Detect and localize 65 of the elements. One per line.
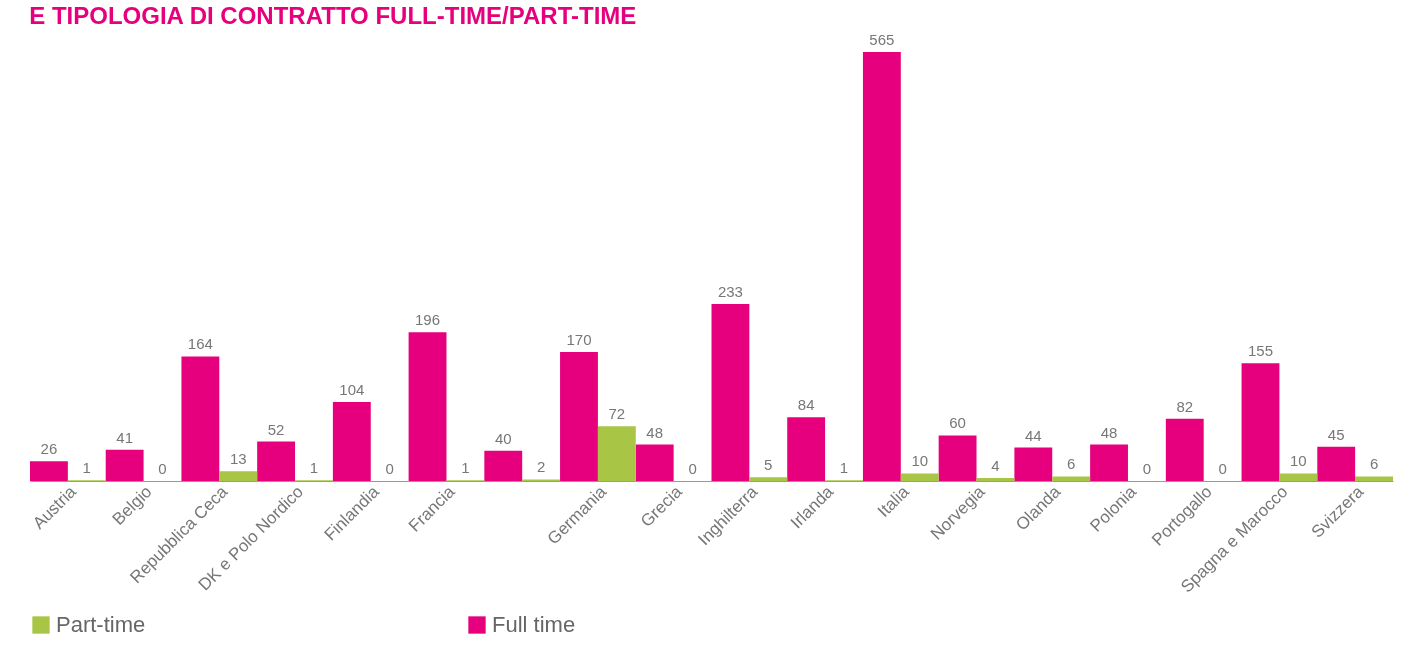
data-label: 82 bbox=[1176, 397, 1194, 415]
bar bbox=[749, 477, 788, 481]
data-label: 1 bbox=[461, 459, 470, 477]
data-label: 196 bbox=[415, 311, 441, 329]
bar bbox=[976, 477, 1015, 481]
data-label: 26 bbox=[40, 440, 58, 458]
bar bbox=[408, 332, 447, 481]
bar bbox=[597, 426, 636, 481]
data-label: 164 bbox=[187, 335, 213, 353]
bar bbox=[1317, 446, 1356, 481]
data-label: 0 bbox=[385, 460, 394, 477]
data-label: 1 bbox=[309, 459, 319, 477]
data-label: 13 bbox=[229, 450, 247, 468]
bar bbox=[219, 471, 258, 481]
data-label: 41 bbox=[116, 428, 133, 446]
legend-label: Full time bbox=[492, 612, 576, 637]
data-label: 52 bbox=[267, 420, 285, 438]
bar bbox=[1355, 476, 1393, 481]
data-label: 1 bbox=[839, 459, 849, 477]
bar bbox=[332, 402, 371, 481]
bar bbox=[1014, 447, 1053, 481]
data-label: 45 bbox=[1327, 425, 1345, 443]
data-label: 565 bbox=[869, 31, 895, 48]
data-label: 4 bbox=[991, 456, 1000, 474]
bar bbox=[257, 441, 296, 481]
data-label: 0 bbox=[158, 460, 167, 477]
bar bbox=[635, 444, 674, 481]
bar bbox=[560, 351, 598, 481]
data-label: 1 bbox=[82, 459, 91, 477]
bar bbox=[1052, 476, 1091, 481]
data-label: 0 bbox=[1142, 460, 1152, 477]
bar bbox=[484, 450, 523, 481]
bar bbox=[1165, 418, 1204, 481]
data-label: 10 bbox=[1290, 452, 1307, 470]
legend-label: Part-time bbox=[56, 612, 146, 637]
bar bbox=[105, 449, 144, 481]
bar bbox=[938, 435, 977, 481]
data-label: 40 bbox=[494, 429, 512, 447]
data-label: 170 bbox=[566, 330, 592, 348]
bar bbox=[1090, 444, 1128, 481]
bar bbox=[900, 473, 939, 481]
chart-title: E TIPOLOGIA DI CONTRATTO FULL-TIME/PART-TIME bbox=[29, 2, 637, 29]
data-label: 0 bbox=[688, 460, 697, 477]
bar bbox=[30, 461, 68, 481]
data-label: 6 bbox=[1067, 455, 1076, 473]
bar bbox=[181, 356, 220, 481]
data-label: 72 bbox=[608, 405, 626, 423]
data-label: 48 bbox=[646, 423, 664, 441]
data-label: 0 bbox=[1218, 460, 1227, 477]
data-label: 104 bbox=[339, 381, 365, 399]
bar bbox=[1241, 363, 1280, 481]
bar bbox=[787, 417, 826, 481]
data-label: 10 bbox=[911, 452, 929, 470]
data-label: 6 bbox=[1369, 455, 1379, 473]
data-label: 5 bbox=[764, 456, 773, 474]
data-label: 44 bbox=[1024, 426, 1042, 444]
data-label: 155 bbox=[1247, 342, 1273, 360]
bar bbox=[711, 304, 750, 481]
data-label: 48 bbox=[1100, 423, 1118, 441]
data-label: 60 bbox=[949, 414, 966, 432]
data-label: 84 bbox=[797, 396, 815, 414]
bar bbox=[862, 52, 901, 481]
data-label: 233 bbox=[717, 283, 743, 301]
data-label: 2 bbox=[536, 458, 546, 476]
bar bbox=[1279, 473, 1318, 481]
